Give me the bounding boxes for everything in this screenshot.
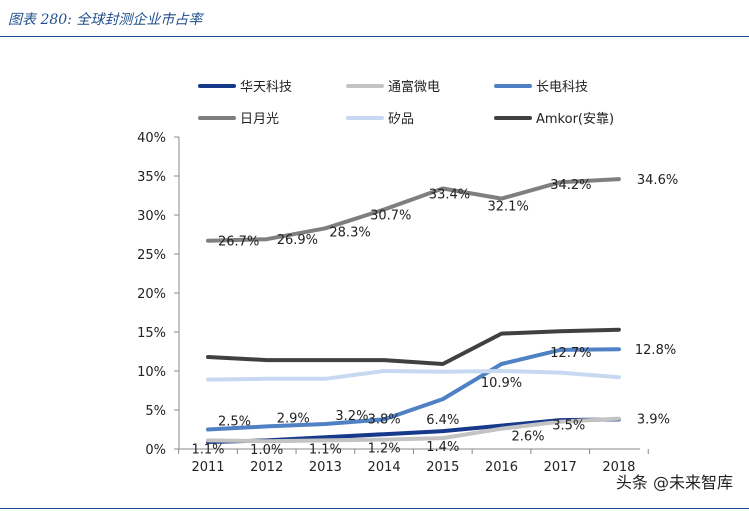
x-tick-label: 2017 [544, 460, 577, 475]
data-label: 6.4% [426, 413, 459, 428]
data-label: 28.3% [329, 225, 370, 240]
data-label: 3.8% [368, 412, 401, 427]
data-label: 34.6% [637, 173, 678, 188]
y-tick-label: 35% [137, 170, 166, 185]
legend-label: 日月光 [240, 112, 279, 127]
x-tick-label: 2011 [191, 460, 224, 475]
data-label: 32.1% [488, 200, 529, 215]
x-tick-label: 2018 [602, 460, 635, 475]
series-line [206, 327, 621, 366]
data-label: 12.7% [550, 346, 591, 361]
x-tick-label: 2016 [485, 460, 518, 475]
series-line [206, 416, 621, 444]
y-tick-label: 20% [137, 287, 166, 302]
data-label: 26.9% [277, 233, 318, 248]
y-tick-label: 25% [137, 248, 166, 263]
x-tick-label: 2013 [309, 460, 342, 475]
data-label: 26.7% [218, 235, 259, 250]
data-label: 1.1% [309, 442, 342, 457]
figure-title: 图表 280: 全球封测企业市占率 [8, 12, 203, 28]
data-label: 12.8% [635, 343, 676, 358]
data-label: 3.2% [335, 409, 368, 424]
data-label: 1.2% [368, 442, 401, 457]
data-label: 1.1% [191, 442, 224, 457]
legend-label: 长电科技 [536, 80, 588, 95]
series-line [206, 177, 621, 243]
x-tick-label: 2015 [426, 460, 459, 475]
y-tick-label: 5% [145, 404, 166, 419]
data-label: 1.0% [250, 443, 283, 458]
y-tick-label: 30% [137, 209, 166, 224]
series-line [206, 347, 621, 432]
x-tick-label: 2014 [368, 460, 401, 475]
legend-label: 矽品 [388, 112, 414, 127]
data-label: 30.7% [370, 209, 411, 224]
legend-label: Amkor(安靠) [536, 112, 614, 127]
y-tick-label: 0% [145, 443, 166, 458]
x-tick-label: 2012 [250, 460, 283, 475]
legend-label: 华天科技 [240, 80, 292, 95]
figure-header: 图表 280: 全球封测企业市占率 [0, 0, 749, 37]
data-label: 33.4% [429, 187, 470, 202]
y-tick-label: 10% [137, 365, 166, 380]
data-label: 2.6% [512, 430, 545, 445]
watermark: 头条 @未来智库 [615, 473, 733, 492]
data-label: 1.4% [426, 440, 459, 455]
y-tick-label: 15% [137, 326, 166, 341]
data-label: 3.9% [637, 413, 670, 428]
series-line [206, 369, 621, 382]
legend-label: 通富微电 [388, 79, 440, 95]
data-label: 34.2% [550, 178, 591, 193]
bottom-rule [0, 508, 749, 509]
data-label: 2.9% [277, 411, 310, 426]
data-label: 10.9% [481, 376, 522, 391]
y-tick-label: 40% [137, 131, 166, 146]
data-label: 2.5% [218, 415, 251, 430]
data-label: 3.5% [552, 419, 585, 434]
